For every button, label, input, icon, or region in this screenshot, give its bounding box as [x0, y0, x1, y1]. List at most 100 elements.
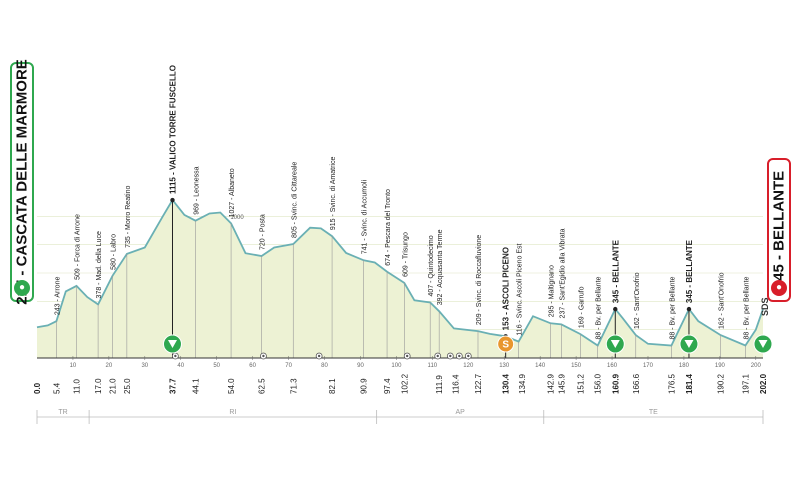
location-label: 915 - Svinc. di Amatrice — [330, 157, 337, 231]
chevron-down-icon — [610, 340, 620, 348]
km-label: 17.0 — [94, 378, 103, 394]
chevron-down-icon — [167, 340, 177, 348]
finish-town-box: 345 - BELLANTE ● — [767, 158, 791, 302]
axis-number: 130 — [499, 363, 510, 369]
axis-number: 20 — [106, 363, 113, 369]
bicycle-icon: ● — [14, 280, 30, 296]
location-label: 345 - BELLANTE — [685, 239, 694, 303]
region-label: RI — [229, 409, 236, 416]
km-label: 202.0 — [759, 373, 768, 394]
km-label: 181.4 — [685, 373, 694, 394]
distance-axis: 10 20 30 40 50 60 70 80 90 100 110 120 130 140 150 160 1… — [33, 356, 768, 394]
location-label: 407 - Quintodecimo — [428, 235, 435, 296]
elevation-area — [36, 198, 764, 358]
location-label: 243 - Arrone — [54, 277, 61, 316]
km-label: 166.6 — [632, 373, 641, 394]
location-label: 580 - Labro — [110, 234, 117, 270]
km-label: 160.9 — [611, 373, 620, 394]
km-label: 82.1 — [328, 378, 337, 394]
axis-number: 70 — [285, 363, 292, 369]
axis-number: 120 — [463, 363, 474, 369]
km-label: 122.7 — [474, 373, 483, 394]
axis-number: 180 — [679, 363, 690, 369]
location-label: 88 - Bv. per Bellante — [743, 277, 750, 340]
region-label: TE — [649, 409, 658, 416]
km-label: 151.2 — [576, 373, 585, 394]
finish-bicycle-icon: ● — [771, 280, 787, 296]
region-label: AP — [456, 409, 466, 416]
location-label: 169 - Garrufo — [578, 286, 585, 328]
location-label: 209 - Svinc. di Roccafluvione — [476, 235, 483, 325]
km-label: 116.4 — [451, 374, 460, 394]
summit-dot — [613, 306, 618, 312]
region-label: TR — [58, 409, 67, 416]
finish-town-label: 345 - BELLANTE — [770, 170, 788, 290]
point-marker-dot — [317, 354, 321, 358]
point-marker-dot — [449, 354, 452, 358]
km-label: 37.7 — [168, 378, 177, 394]
axis-number: 140 — [535, 363, 546, 369]
sponsor-mark: SDS — [760, 297, 770, 316]
km-label: 54.0 — [227, 378, 236, 394]
point-marker-dot — [174, 354, 177, 358]
km-label: 145.9 — [557, 373, 566, 394]
location-label: 162 - Sant'Onofrio — [719, 272, 726, 329]
axis-number: 30 — [141, 363, 148, 369]
summit-dot — [686, 306, 692, 312]
km-label: 176.5 — [667, 373, 676, 394]
axis-number: 150 — [571, 363, 582, 369]
location-label: 378 - Mad. della Luce — [96, 231, 103, 298]
location-label: 345 - BELLANTE — [611, 239, 620, 303]
altitude-tick-label: 1000 — [230, 215, 244, 221]
axis-number: 40 — [177, 363, 184, 369]
chevron-down-icon — [758, 340, 768, 348]
point-marker-dot — [458, 354, 461, 358]
start-town-label: 217 - CASCATA DELLE MARMORE — [13, 59, 31, 305]
sprint-marker — [497, 335, 515, 353]
km-label: 142.9 — [547, 373, 556, 394]
elevation-line — [36, 198, 764, 347]
km-label: 71.3 — [289, 378, 298, 394]
location-label: 509 - Forca di Arrone — [75, 214, 82, 280]
axis-number: 200 — [751, 363, 762, 369]
location-label: 969 - Leonessa — [193, 166, 200, 214]
km-label: 25.0 — [123, 378, 132, 394]
km-label: 190.2 — [717, 373, 726, 394]
sprint-marker-label: S — [502, 340, 509, 351]
axis-number: 100 — [391, 363, 402, 369]
location-label: 162 - Sant'Onofrio — [634, 272, 641, 329]
location-label: 1027 - Albaneto — [229, 168, 236, 217]
location-label: 392 - Acquasanta Terme — [437, 229, 444, 305]
km-label: 156.0 — [594, 373, 603, 394]
km-label: 102.2 — [400, 373, 409, 394]
location-label: 609 - Trisungo — [402, 232, 409, 277]
axis-number: 50 — [213, 363, 220, 369]
chevron-down-icon — [684, 340, 694, 348]
start-town-box: 217 - CASCATA DELLE MARMORE ● — [10, 59, 34, 305]
km-label: 97.4 — [383, 378, 392, 394]
elevation-fill — [37, 200, 763, 358]
axis-number: 190 — [715, 363, 726, 369]
km-label: 11.0 — [73, 378, 82, 394]
point-marker-dot — [405, 354, 409, 358]
location-label: 153 - ASCOLI PICENO — [502, 247, 511, 330]
location-label: 741 - Svinc. di Accumoli — [362, 179, 369, 254]
km-label: 111.9 — [435, 375, 444, 394]
location-label: 116 - Svinc. Ascoli Piceno Est — [517, 243, 524, 335]
km-label: 134.9 — [518, 373, 527, 394]
km-label: 0.0 — [33, 382, 42, 394]
point-marker-dot — [467, 354, 470, 358]
km-label: 130.4 — [502, 373, 511, 394]
axis-number: 10 — [70, 363, 77, 369]
route-markers: S — [162, 334, 773, 360]
km-label: 21.0 — [108, 378, 117, 394]
province-regions: TR RI AP TE — [36, 409, 764, 424]
location-label: 1115 - VALICO TORRE FUSCELLO — [168, 65, 177, 194]
axis-number: 110 — [428, 363, 438, 369]
axis-number: 90 — [357, 363, 364, 369]
km-label: 62.5 — [258, 378, 267, 394]
location-labels: 243 - Arrone 509 - Forca di Arrone 378 - M… — [54, 65, 750, 340]
location-drop-lines — [56, 197, 746, 358]
axis-number: 170 — [643, 363, 654, 369]
